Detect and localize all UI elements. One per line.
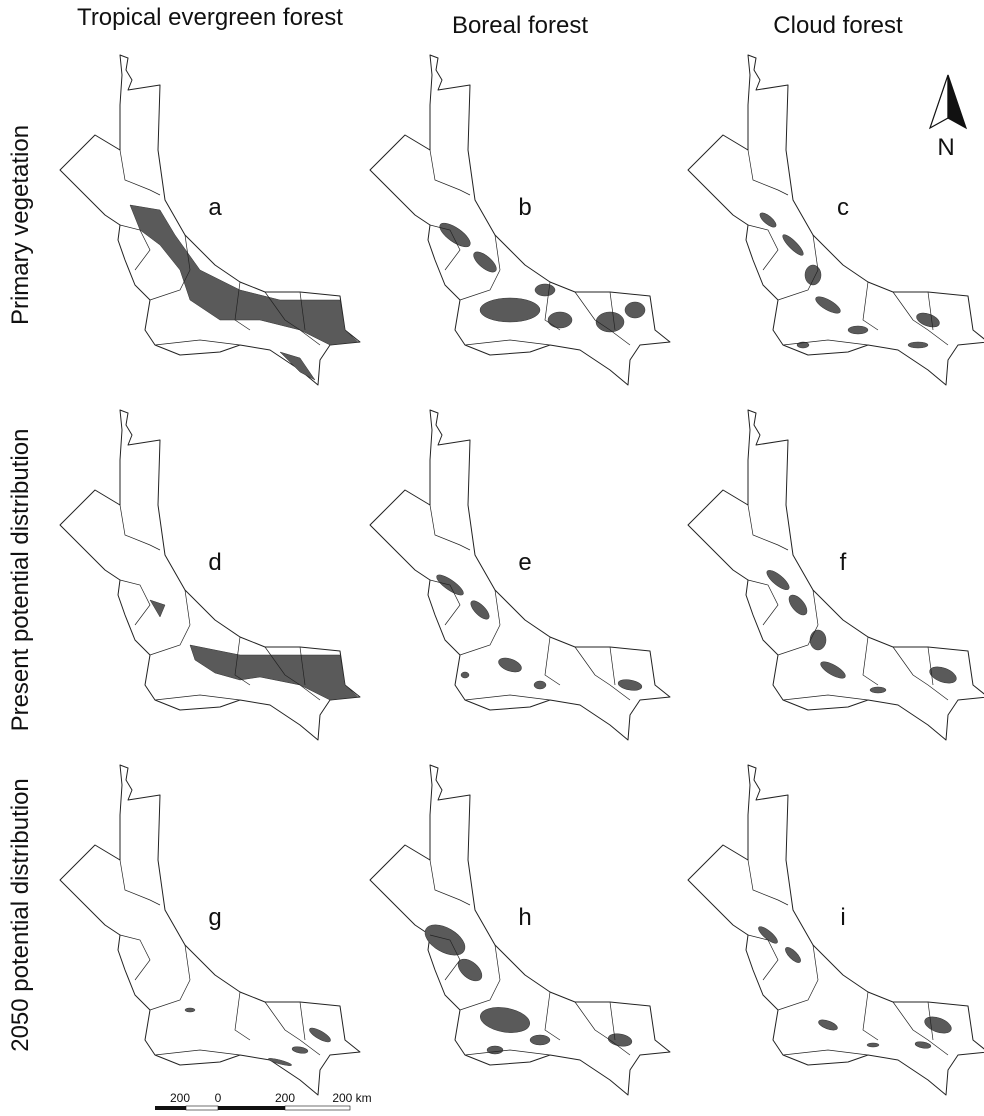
row-title: Present potential distribution xyxy=(7,429,34,732)
shaded-area xyxy=(870,687,886,693)
shaded-area xyxy=(867,1043,879,1047)
shaded-area xyxy=(461,672,469,678)
shaded-area xyxy=(534,681,546,689)
region-outline xyxy=(688,410,984,740)
panel-letter: i xyxy=(840,904,845,931)
map-grid: a b c d e f g h i xyxy=(60,55,984,1095)
panel-letter: f xyxy=(840,549,847,576)
shaded-area xyxy=(487,1046,503,1054)
shaded-area xyxy=(480,298,540,322)
map-panel: b xyxy=(370,55,670,385)
panel-letter: e xyxy=(518,549,531,576)
scale-bar: 200 0 200 200 km xyxy=(155,1091,372,1110)
map-panel: a xyxy=(60,55,360,385)
panel-letter: b xyxy=(518,194,531,221)
row-title: Primary vegetation xyxy=(7,125,34,325)
shaded-area xyxy=(535,284,555,296)
panel-letter: d xyxy=(208,549,221,576)
map-panel: i xyxy=(688,765,984,1095)
shaded-area xyxy=(848,326,868,334)
panel-letter: g xyxy=(208,904,221,931)
shaded-area xyxy=(530,1035,550,1045)
shaded-area xyxy=(596,312,624,332)
map-panel: h xyxy=(370,765,670,1095)
panel-letter: c xyxy=(837,194,849,221)
north-label: N xyxy=(937,134,954,161)
map-panel: g xyxy=(60,765,360,1095)
scale-label: 200 km xyxy=(332,1091,371,1105)
scale-label: 200 xyxy=(275,1091,295,1105)
shaded-area xyxy=(185,1008,195,1012)
map-panel: d xyxy=(60,410,360,740)
shaded-area xyxy=(625,302,645,318)
scale-label: 0 xyxy=(215,1091,222,1105)
map-panel: e xyxy=(370,410,670,740)
shaded-area xyxy=(548,312,572,328)
panel-letter: a xyxy=(208,194,222,221)
panel-letter: h xyxy=(518,904,531,931)
column-title: Cloud forest xyxy=(773,12,903,39)
figure: Tropical evergreen forest Boreal forest … xyxy=(0,0,984,1116)
shaded-area xyxy=(805,265,821,285)
column-title: Tropical evergreen forest xyxy=(77,4,343,31)
scale-label: 200 xyxy=(170,1091,190,1105)
region-outline xyxy=(688,765,984,1095)
north-arrow: N xyxy=(930,75,966,161)
shaded-area xyxy=(810,630,826,650)
row-title: 2050 potential distribution xyxy=(7,778,34,1052)
column-title: Boreal forest xyxy=(452,12,588,39)
map-panel: f xyxy=(688,410,984,740)
shaded-area xyxy=(908,342,928,348)
